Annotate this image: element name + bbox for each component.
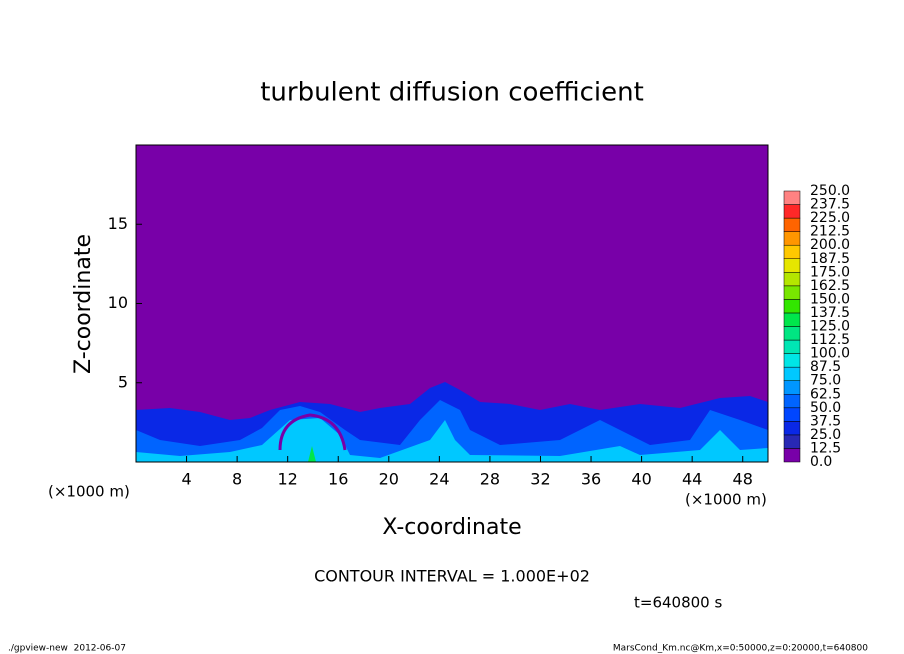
unit-label: (×1000 m)	[685, 491, 767, 509]
time-label: t=640800 s	[634, 594, 722, 612]
y-tick-label: 5	[118, 372, 128, 391]
colorbar-label: 200.0	[810, 237, 850, 253]
y-tick-label: 15	[108, 214, 128, 233]
unit-label: (×1000 m)	[48, 483, 130, 501]
colorbar-label: 100.0	[810, 346, 850, 362]
colorbar-label: 75.0	[810, 373, 841, 389]
colorbar-box	[783, 353, 801, 368]
footer-left: ./gpview-new 2012-06-07	[8, 644, 126, 654]
colorbar-label: 25.0	[810, 427, 841, 443]
colorbar-box	[783, 285, 801, 300]
colorbar-box	[783, 421, 801, 436]
colorbar-box	[783, 272, 801, 287]
colorbar-box	[783, 231, 801, 246]
colorbar-box	[783, 434, 801, 449]
colorbar-label: 150.0	[810, 291, 850, 307]
y-axis-label: Z-coordinate	[71, 234, 96, 374]
footer-right: MarsCond_Km.nc@Km,x=0:50000,z=0:20000,t=…	[613, 644, 868, 654]
colorbar-label: 137.5	[810, 305, 850, 321]
colorbar-box	[783, 366, 801, 381]
colorbar-box	[783, 204, 801, 219]
x-tick-label: 28	[480, 470, 500, 489]
colorbar-box	[783, 217, 801, 232]
colorbar-label: 187.5	[810, 251, 850, 267]
colorbar-box	[783, 190, 801, 205]
x-tick-label: 48	[733, 470, 753, 489]
x-tick-label: 16	[328, 470, 348, 489]
colorbar-label: 87.5	[810, 359, 841, 375]
x-tick-label: 12	[278, 470, 298, 489]
colorbar-label: 225.0	[810, 210, 850, 226]
chart-title: turbulent diffusion coefficient	[260, 78, 644, 108]
field-shading	[308, 446, 316, 462]
colorbar-label: 62.5	[810, 386, 841, 402]
colorbar-label: 112.5	[810, 332, 850, 348]
colorbar-label: 0.0	[810, 454, 832, 470]
colorbar-box	[783, 258, 801, 273]
colorbar-box	[783, 299, 801, 314]
colorbar-box	[783, 326, 801, 341]
colorbar-box	[783, 312, 801, 327]
field-shading	[136, 418, 768, 462]
colorbar-label: 212.5	[810, 224, 850, 240]
colorbar-box	[783, 448, 801, 463]
colorbar-box	[783, 394, 801, 409]
colorbar-label: 50.0	[810, 400, 841, 416]
x-tick-label: 4	[181, 470, 191, 489]
x-axis-label: X-coordinate	[382, 515, 521, 540]
colorbar-box	[783, 407, 801, 422]
colorbar-label: 237.5	[810, 197, 850, 213]
x-tick-label: 40	[631, 470, 651, 489]
x-tick-label: 8	[232, 470, 242, 489]
colorbar-label: 162.5	[810, 278, 850, 294]
colorbar-label: 12.5	[810, 440, 841, 456]
y-tick-label: 10	[108, 293, 128, 312]
colorbar-label: 250.0	[810, 183, 850, 199]
contour-interval: CONTOUR INTERVAL = 1.000E+02	[314, 567, 590, 586]
colorbar-box	[783, 380, 801, 395]
colorbar-box	[783, 339, 801, 354]
x-tick-label: 32	[530, 470, 550, 489]
colorbar-label: 125.0	[810, 319, 850, 335]
x-tick-label: 24	[429, 470, 449, 489]
colorbar-label: 175.0	[810, 264, 850, 280]
x-tick-label: 44	[682, 470, 702, 489]
x-tick-label: 36	[581, 470, 601, 489]
colorbar-box	[783, 244, 801, 259]
x-tick-label: 20	[379, 470, 399, 489]
field-shading	[278, 413, 347, 451]
colorbar-label: 37.5	[810, 413, 841, 429]
